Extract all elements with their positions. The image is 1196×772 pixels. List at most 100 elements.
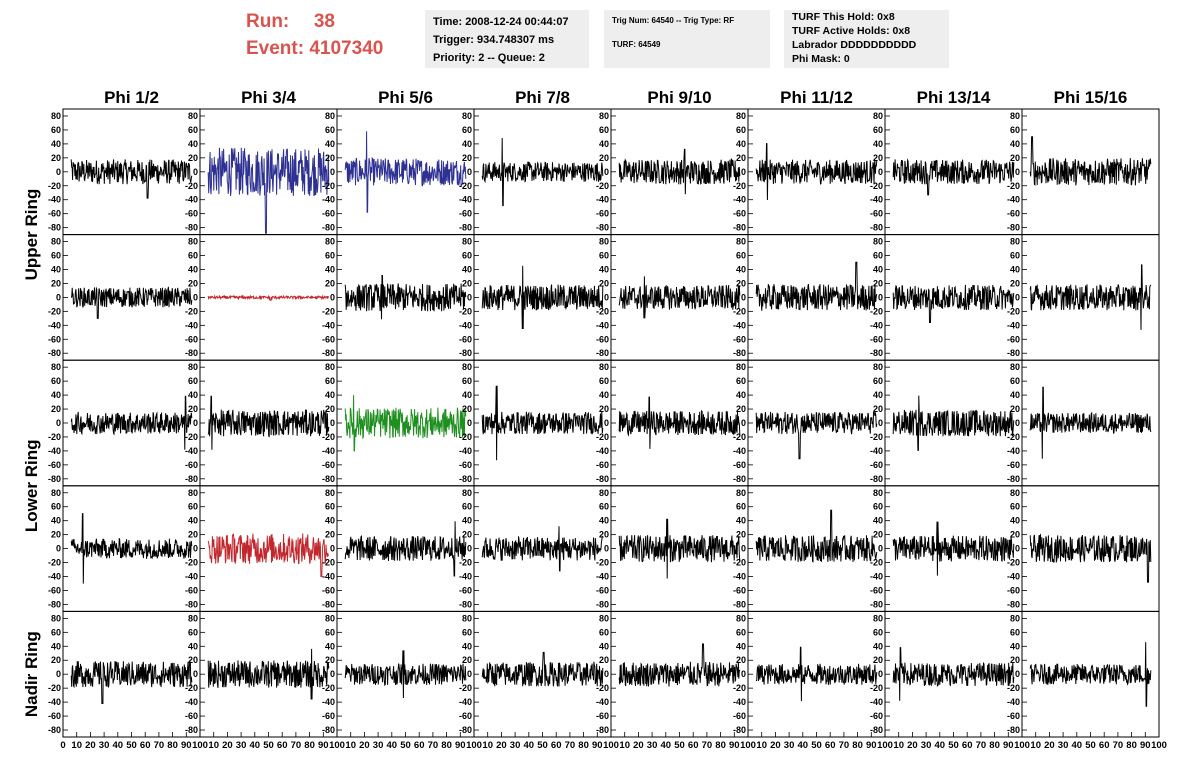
y-tick-label: 40 (51, 516, 61, 526)
y-tick-label: -60 (733, 711, 746, 721)
y-tick-label: -20 (185, 181, 198, 191)
y-tick-label: -80 (733, 223, 746, 233)
y-tick-label: -80 (596, 474, 609, 484)
y-tick-label: 40 (462, 264, 472, 274)
waveform-line (1029, 136, 1152, 186)
y-tick-label: -40 (185, 195, 198, 205)
y-tick-label: -60 (1007, 209, 1020, 219)
column-title: Phi 9/10 (647, 88, 711, 107)
y-tick-label: -60 (459, 209, 472, 219)
x-tick-label: 50 (811, 740, 822, 751)
waveform-line (344, 650, 467, 699)
y-tick-label: -80 (870, 474, 883, 484)
y-tick-label: 0 (741, 544, 746, 554)
y-tick-label: -40 (870, 572, 883, 582)
waveform-line (1029, 386, 1152, 459)
y-tick-label: -60 (185, 711, 198, 721)
waveform-line (70, 159, 193, 199)
y-tick-label: -80 (1007, 223, 1020, 233)
x-tick-label: 20 (633, 740, 644, 751)
waveform-line (207, 533, 329, 577)
turf-info-box: TURF This Hold: 0x8 TURF Active Holds: 0… (784, 10, 949, 68)
y-tick-label: 40 (188, 139, 198, 149)
column-title: Phi 1/2 (104, 88, 159, 107)
y-tick-label: -80 (870, 599, 883, 609)
x-tick-label: 100 (192, 740, 208, 751)
y-tick-label: 80 (736, 362, 746, 372)
y-tick-label: -20 (322, 432, 335, 442)
y-tick-label: 40 (462, 139, 472, 149)
y-tick-label: -40 (459, 572, 472, 582)
y-tick-label: -20 (596, 432, 609, 442)
y-tick-label: 80 (736, 488, 746, 498)
y-tick-label: 40 (1010, 641, 1020, 651)
y-tick-label: 20 (599, 404, 609, 414)
x-tick-label: 10 (1030, 740, 1041, 751)
y-tick-label: 60 (51, 376, 61, 386)
y-tick-label: 0 (1015, 669, 1020, 679)
trig-num-text: Trig Num: 64540 -- Trig Type: RF (612, 16, 735, 25)
y-tick-label: -40 (1007, 446, 1020, 456)
y-tick-label: 0 (330, 544, 335, 554)
y-tick-label: 60 (188, 502, 198, 512)
y-tick-label: 20 (736, 655, 746, 665)
y-tick-label: 20 (462, 530, 472, 540)
y-tick-label: 20 (188, 278, 198, 288)
y-tick-label: -80 (322, 223, 335, 233)
y-tick-label: 80 (462, 613, 472, 623)
y-tick-label: -40 (185, 446, 198, 456)
y-tick-label: -40 (322, 195, 335, 205)
y-tick-label: -40 (870, 195, 883, 205)
y-tick-label: 40 (462, 516, 472, 526)
y-tick-label: 40 (1010, 264, 1020, 274)
y-tick-label: -20 (322, 306, 335, 316)
y-tick-label: 20 (873, 153, 883, 163)
y-tick-label: 0 (193, 544, 198, 554)
y-tick-label: -40 (733, 195, 746, 205)
y-tick-label: -80 (48, 223, 61, 233)
y-tick-label: 80 (599, 362, 609, 372)
y-tick-label: 20 (1010, 530, 1020, 540)
y-tick-label: -60 (322, 460, 335, 470)
waveform-line (70, 286, 193, 319)
y-tick-label: -60 (322, 585, 335, 595)
x-tick-label: 60 (962, 740, 973, 751)
x-tick-label: 30 (921, 740, 932, 751)
y-tick-label: 80 (51, 111, 61, 121)
y-tick-label: -20 (185, 683, 198, 693)
y-tick-label: -40 (733, 572, 746, 582)
y-tick-label: 80 (188, 362, 198, 372)
y-tick-label: -40 (322, 697, 335, 707)
x-tick-label: 20 (1044, 740, 1055, 751)
phi-mask-text: Phi Mask: 0 (792, 53, 850, 65)
y-tick-label: 20 (1010, 278, 1020, 288)
y-tick-label: 0 (330, 292, 335, 302)
x-tick-label: 40 (113, 740, 124, 751)
y-tick-label: 60 (188, 251, 198, 261)
y-tick-label: 0 (193, 292, 198, 302)
y-tick-label: -80 (48, 474, 61, 484)
y-tick-label: 80 (599, 613, 609, 623)
waveform-line (344, 275, 467, 320)
x-tick-label: 30 (373, 740, 384, 751)
y-tick-label: 60 (599, 125, 609, 135)
y-tick-label: 40 (325, 264, 335, 274)
waveform-line (481, 265, 604, 330)
y-tick-label: 40 (599, 264, 609, 274)
y-tick-label: -80 (459, 599, 472, 609)
waveform-line (618, 643, 741, 687)
y-tick-label: -80 (870, 223, 883, 233)
y-tick-label: -60 (870, 460, 883, 470)
y-tick-label: -60 (322, 711, 335, 721)
y-tick-label: -60 (1007, 711, 1020, 721)
y-tick-label: 40 (188, 641, 198, 651)
priority-text: Priority: 2 -- Queue: 2 (433, 52, 545, 64)
y-tick-label: -60 (1007, 460, 1020, 470)
y-tick-label: -40 (596, 320, 609, 330)
waveform-line (481, 137, 604, 207)
y-tick-label: 20 (873, 655, 883, 665)
x-tick-label: 100 (329, 740, 345, 751)
y-tick-label: 40 (51, 641, 61, 651)
y-tick-label: 0 (604, 292, 609, 302)
y-tick-label: 20 (325, 404, 335, 414)
